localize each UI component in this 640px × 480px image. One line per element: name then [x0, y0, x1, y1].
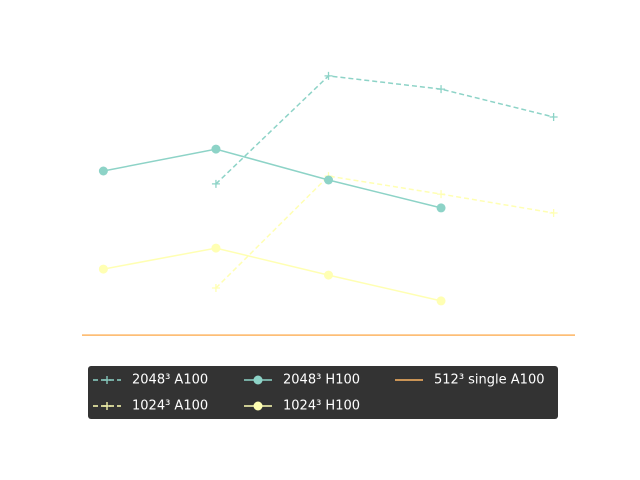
- legend-marker: [253, 401, 263, 411]
- point: [98, 264, 108, 274]
- series-line: [215, 75, 554, 185]
- point: [211, 284, 220, 292]
- legend-marker: [103, 376, 111, 384]
- point: [324, 270, 333, 280]
- legend-label: 2048³ A100: [132, 373, 208, 388]
- legend-label: 1024³ H100: [283, 399, 360, 414]
- point: [437, 190, 446, 199]
- legend-label: 1024³ A100: [132, 399, 208, 414]
- point: [437, 85, 446, 94]
- point: [211, 243, 221, 253]
- point: [549, 209, 558, 217]
- legend-marker: [253, 375, 263, 385]
- point: [324, 175, 333, 185]
- point: [211, 144, 221, 154]
- legend-box: [88, 366, 558, 419]
- legend-label: 512³ single A100: [434, 373, 544, 388]
- point: [549, 113, 558, 121]
- point: [436, 296, 446, 306]
- legend-marker: [103, 402, 111, 410]
- point: [98, 166, 108, 176]
- legend-label: 2048³ H100: [283, 373, 360, 388]
- point: [324, 71, 333, 80]
- series-line: [215, 175, 554, 289]
- point: [436, 203, 446, 213]
- series-line: [103, 148, 442, 209]
- series-line: [103, 247, 442, 302]
- point: [211, 179, 220, 188]
